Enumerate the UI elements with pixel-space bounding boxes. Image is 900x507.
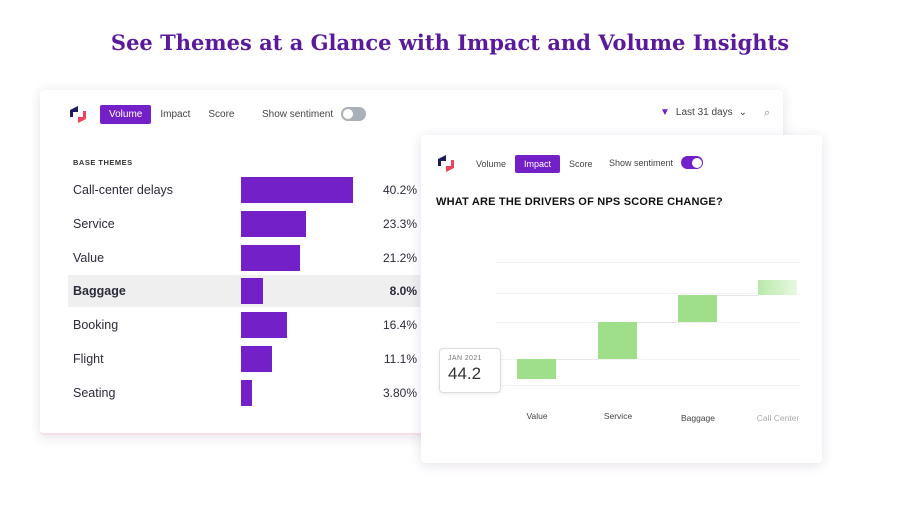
- theme-percent: 23.3%: [382, 216, 417, 231]
- theme-row[interactable]: Flight 11.1%: [68, 343, 420, 375]
- theme-bar: [241, 379, 252, 406]
- theme-row[interactable]: Call-center delays 40.2%: [68, 174, 420, 206]
- filter-icon: ▼: [660, 107, 670, 118]
- theme-percent: 16.4%: [382, 318, 417, 333]
- sentiment-label: Show sentiment: [262, 108, 334, 120]
- tooltip-date: JAN 2021: [448, 355, 482, 362]
- waterfall-bar: [517, 359, 556, 379]
- theme-label: Baggage: [73, 284, 126, 299]
- x-axis-label: Baggage: [680, 413, 716, 423]
- date-filter[interactable]: ▼ Last 31 days ⌄: [660, 107, 747, 118]
- value-tooltip: JAN 2021 44.2: [439, 348, 501, 393]
- search-icon[interactable]: ⌕: [764, 107, 771, 119]
- theme-label: Service: [73, 216, 115, 231]
- tab-score[interactable]: Score: [208, 109, 235, 120]
- tab-score[interactable]: Score: [569, 159, 593, 169]
- sentiment-toggle[interactable]: [341, 107, 367, 121]
- theme-bar: [241, 278, 264, 305]
- theme-percent: 3.80%: [382, 385, 417, 400]
- impact-panel: Volume Impact Score Show sentiment WHAT …: [421, 135, 822, 463]
- tab-volume[interactable]: Volume: [100, 105, 152, 124]
- theme-row[interactable]: Booking 16.4%: [68, 309, 420, 341]
- gridline: [496, 262, 801, 263]
- theme-bar: [241, 346, 272, 372]
- theme-bar: [241, 244, 301, 271]
- gridline: [496, 293, 801, 294]
- theme-label: Value: [73, 250, 105, 265]
- x-axis-label: Call Center: [756, 413, 800, 423]
- section-title: BASE THEMES: [73, 158, 133, 167]
- waterfall-bar: [598, 322, 637, 359]
- tooltip-value: 44.2: [448, 364, 482, 383]
- theme-row[interactable]: Baggage 8.0%: [68, 275, 420, 308]
- theme-bar: [241, 312, 287, 339]
- theme-bar: [241, 177, 354, 203]
- theme-row[interactable]: Service 23.3%: [68, 208, 420, 240]
- chart-question: WHAT ARE THE DRIVERS OF NPS SCORE CHANGE…: [436, 196, 723, 208]
- sentiment-toggle[interactable]: [681, 156, 704, 169]
- tab-impact[interactable]: Impact: [160, 109, 191, 120]
- chevron-down-icon: ⌄: [738, 107, 748, 118]
- theme-row[interactable]: Seating 3.80%: [68, 377, 420, 409]
- app-logo-icon: [438, 155, 454, 172]
- theme-percent: 21.2%: [382, 250, 417, 265]
- connector-line: [556, 359, 598, 360]
- app-logo-icon: [70, 106, 86, 123]
- date-range-label: Last 31 days: [675, 107, 733, 118]
- theme-bar: [241, 210, 306, 237]
- theme-label: Booking: [73, 318, 119, 333]
- theme-label: Flight: [73, 352, 104, 366]
- theme-percent: 40.2%: [382, 183, 417, 197]
- theme-percent: 11.1%: [383, 352, 417, 366]
- tab-volume[interactable]: Volume: [476, 159, 507, 169]
- gridline: [496, 359, 801, 360]
- waterfall-bar: [678, 295, 717, 322]
- theme-label: Call-center delays: [73, 183, 174, 197]
- tab-impact[interactable]: Impact: [515, 155, 561, 173]
- gridline: [496, 385, 801, 386]
- view-tabs: Volume Impact Score: [100, 105, 244, 124]
- sentiment-label: Show sentiment: [609, 157, 674, 168]
- x-axis-label: Service: [603, 411, 633, 421]
- view-tabs: Volume Impact Score: [467, 155, 602, 173]
- connector-line: [637, 322, 679, 323]
- connector-line: [717, 295, 759, 296]
- theme-label: Seating: [73, 385, 116, 400]
- x-axis-label: Value: [526, 411, 548, 421]
- headline: See Themes at a Glance with Impact and V…: [110, 30, 790, 55]
- theme-percent: 8.0%: [389, 284, 417, 299]
- waterfall-bar: [758, 280, 797, 295]
- theme-row[interactable]: Value 21.2%: [68, 242, 420, 274]
